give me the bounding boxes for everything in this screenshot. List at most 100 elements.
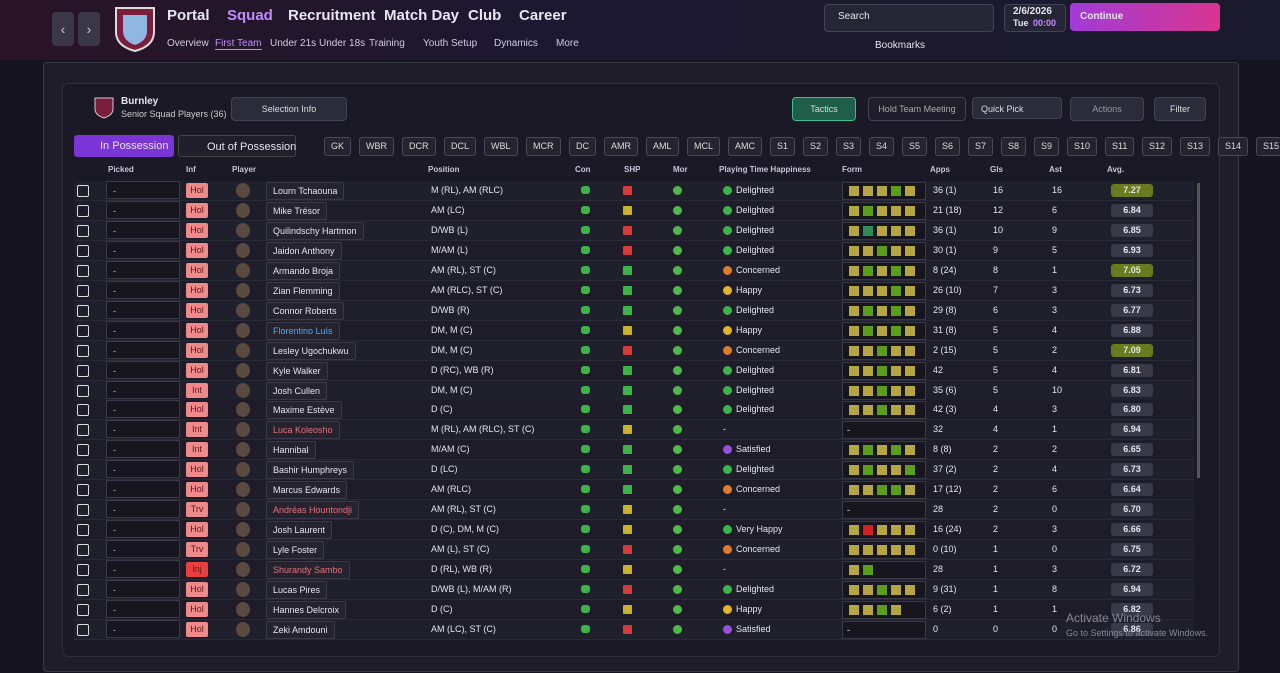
checkbox[interactable] [77, 224, 89, 237]
player-name[interactable]: Hannes Delcroix [266, 600, 347, 619]
position-slot[interactable]: S6 [935, 137, 961, 156]
position-slot[interactable]: S4 [869, 137, 895, 156]
position-slot[interactable]: AML [646, 137, 679, 156]
checkbox[interactable] [77, 544, 89, 557]
checkbox[interactable] [77, 324, 89, 337]
menu-item[interactable]: Portal [167, 7, 210, 24]
menu-item[interactable]: Career [519, 7, 567, 24]
checkbox[interactable] [77, 464, 89, 477]
picked-select[interactable]: - [106, 619, 180, 638]
filter-button[interactable]: Filter [1154, 97, 1206, 121]
checkbox[interactable] [77, 564, 89, 577]
position-slot[interactable]: S8 [1001, 137, 1027, 156]
checkbox[interactable] [77, 284, 89, 297]
player-name[interactable]: Lucas Pires [266, 581, 328, 599]
player-name[interactable]: Lourn Tchaouna [266, 182, 345, 200]
menu-item[interactable]: Squad [227, 7, 273, 24]
position-slot[interactable]: S1 [770, 137, 796, 156]
menu-item[interactable]: Recruitment [288, 7, 376, 24]
checkbox[interactable] [77, 404, 89, 417]
checkbox[interactable] [77, 344, 89, 357]
picked-select[interactable]: - [106, 599, 180, 618]
player-name[interactable]: Luca Koleosho [266, 421, 340, 440]
checkbox[interactable] [77, 444, 89, 457]
picked-select[interactable]: - [106, 200, 180, 219]
position-slot[interactable]: S7 [968, 137, 994, 156]
search-button[interactable]: Search [838, 11, 870, 22]
player-name[interactable]: Quilindschy Hartmon [266, 221, 364, 240]
checkbox[interactable] [77, 204, 89, 217]
submenu-item[interactable]: More [556, 38, 579, 49]
picked-select[interactable]: - [106, 400, 180, 419]
picked-select[interactable]: - [106, 540, 180, 559]
position-slot[interactable]: MCL [687, 137, 721, 156]
player-name[interactable]: Josh Cullen [266, 381, 328, 400]
player-name[interactable]: Connor Roberts [266, 301, 344, 320]
position-slot[interactable]: WBL [484, 137, 518, 156]
checkbox[interactable] [77, 264, 89, 277]
checkbox[interactable] [77, 185, 89, 197]
picked-select[interactable]: - [106, 480, 180, 499]
position-slot[interactable]: DCR [402, 137, 436, 156]
position-slot[interactable]: S3 [836, 137, 862, 156]
checkbox[interactable] [77, 504, 89, 517]
picked-select[interactable]: - [106, 320, 180, 339]
player-name[interactable]: Jaidon Anthony [266, 241, 342, 260]
meeting-button[interactable]: Hold Team Meeting [868, 97, 966, 121]
submenu-item[interactable]: Training [369, 38, 405, 49]
position-slot[interactable]: S10 [1067, 137, 1098, 156]
position-slot[interactable]: GK [324, 137, 352, 156]
checkbox[interactable] [77, 364, 89, 377]
forward-button[interactable]: › [78, 12, 100, 46]
tactics-button[interactable]: Tactics [792, 97, 856, 121]
continue-button[interactable]: Continue [1070, 3, 1220, 31]
checkbox[interactable] [77, 603, 89, 616]
submenu-item[interactable]: Youth Setup [423, 38, 478, 49]
checkbox[interactable] [77, 384, 89, 397]
picked-select[interactable]: - [106, 280, 180, 299]
picked-select[interactable]: - [106, 520, 180, 539]
position-slot[interactable]: S14 [1218, 137, 1249, 156]
player-name[interactable]: Zeki Amdouni [266, 620, 335, 639]
position-slot[interactable]: S5 [902, 137, 928, 156]
player-name[interactable]: Armando Broja [266, 261, 341, 280]
picked-select[interactable]: - [106, 300, 180, 319]
picked-select[interactable]: - [106, 380, 180, 399]
picked-select[interactable]: - [106, 420, 180, 439]
selection-info[interactable]: Selection Info [231, 97, 347, 121]
player-name[interactable]: Andréas Hountondji [266, 501, 360, 520]
position-slot[interactable]: DCL [444, 137, 477, 156]
player-name[interactable]: Mike Trésor [266, 201, 328, 220]
checkbox[interactable] [77, 484, 89, 497]
position-slot[interactable]: DC [569, 137, 596, 156]
position-slot[interactable]: S15 [1256, 137, 1280, 156]
picked-select[interactable]: - [106, 560, 180, 579]
quick-pick[interactable]: Quick Pick [972, 97, 1062, 119]
position-slot[interactable]: AMC [728, 137, 762, 156]
picked-select[interactable]: - [106, 220, 180, 239]
player-name[interactable]: Hannibal [266, 441, 316, 460]
player-name[interactable]: Lyle Foster [266, 541, 325, 560]
position-slot[interactable]: S13 [1180, 137, 1211, 156]
submenu-item[interactable]: Under 21s [270, 38, 317, 49]
checkbox[interactable] [77, 623, 89, 636]
submenu-item[interactable]: Overview [167, 38, 209, 49]
menu-item[interactable]: Club [468, 7, 502, 24]
position-slot[interactable]: S11 [1105, 137, 1135, 156]
picked-select[interactable]: - [106, 340, 180, 359]
player-name[interactable]: Bashir Humphreys [266, 461, 355, 480]
position-slot[interactable]: AMR [604, 137, 638, 156]
position-slot[interactable]: S2 [803, 137, 829, 156]
player-name[interactable]: Maxime Estève [266, 401, 342, 420]
position-slot[interactable]: MCR [526, 137, 561, 156]
player-name[interactable]: Lesley Ugochukwu [266, 341, 356, 360]
picked-select[interactable]: - [106, 360, 180, 379]
submenu-item[interactable]: Under 18s [319, 38, 366, 49]
position-slot[interactable]: WBR [359, 137, 394, 156]
checkbox[interactable] [77, 424, 89, 437]
possession-tab[interactable]: In Possession [74, 135, 174, 157]
picked-select[interactable]: - [106, 440, 180, 459]
player-name[interactable]: Shurandy Sambo [266, 561, 350, 580]
checkbox[interactable] [77, 524, 89, 537]
possession-tab[interactable]: Out of Possession [178, 135, 296, 157]
